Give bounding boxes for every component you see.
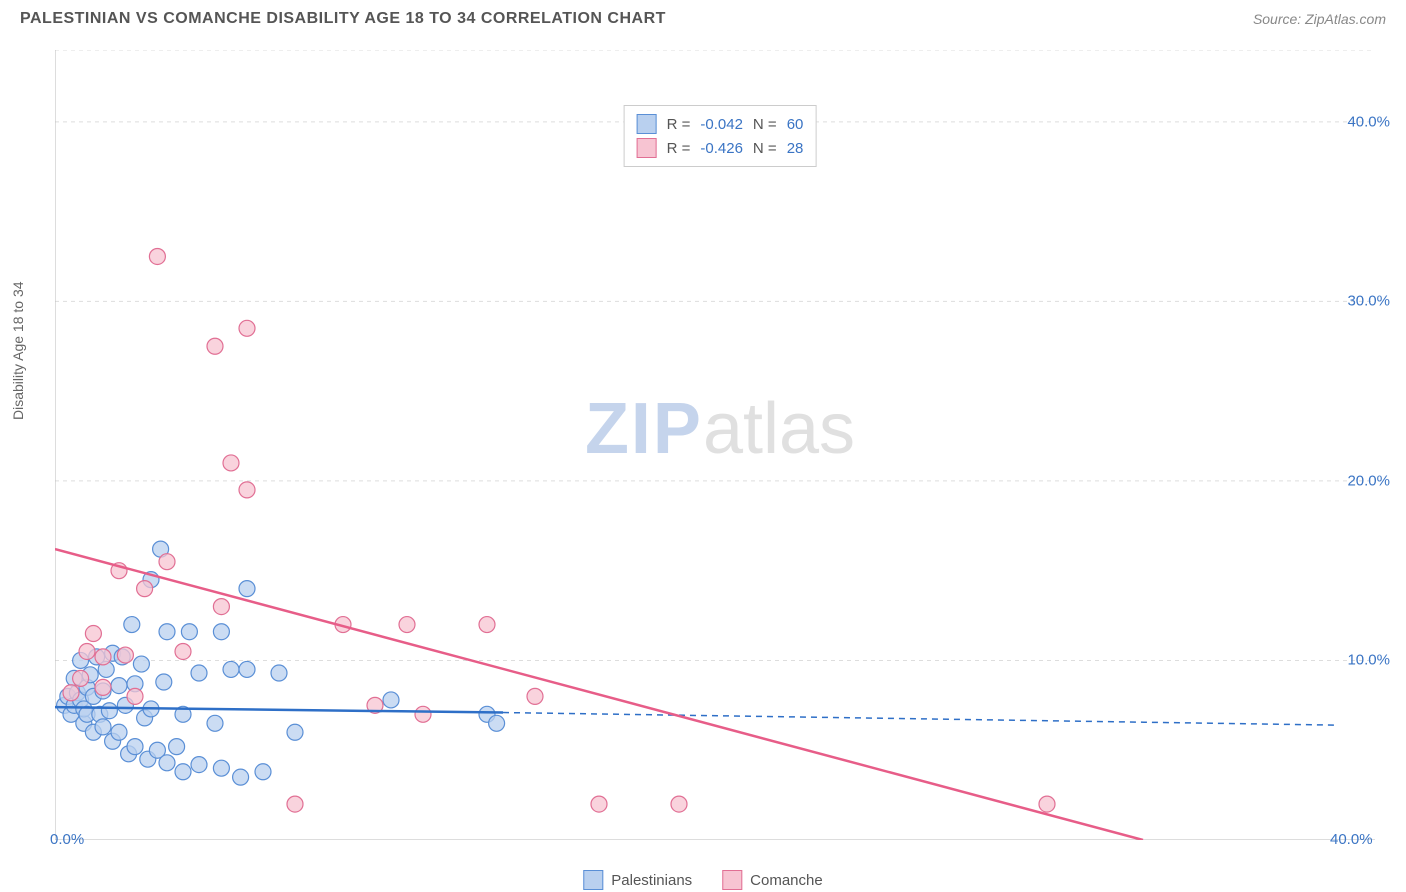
- y-tick: 40.0%: [1347, 113, 1390, 130]
- legend-stat-row: R =-0.426 N =28: [637, 136, 804, 160]
- legend-swatch-icon: [722, 870, 742, 890]
- y-tick: 30.0%: [1347, 293, 1390, 310]
- x-tick: 0.0%: [50, 831, 84, 848]
- legend-series-item: Comanche: [722, 870, 823, 890]
- legend-series-item: Palestinians: [583, 870, 692, 890]
- x-tick: 40.0%: [1330, 831, 1373, 848]
- source-label: Source: ZipAtlas.com: [1253, 11, 1386, 27]
- legend-swatch-icon: [583, 870, 603, 890]
- y-tick: 20.0%: [1347, 472, 1390, 489]
- legend-swatch-icon: [637, 138, 657, 158]
- header: PALESTINIAN VS COMANCHE DISABILITY AGE 1…: [0, 0, 1406, 28]
- y-axis-label: Disability Age 18 to 34: [10, 281, 26, 420]
- y-tick: 10.0%: [1347, 652, 1390, 669]
- legend-series: Palestinians Comanche: [583, 870, 822, 890]
- chart-title: PALESTINIAN VS COMANCHE DISABILITY AGE 1…: [20, 10, 666, 28]
- scatter-chart: [55, 50, 1385, 840]
- legend-swatch-icon: [637, 114, 657, 134]
- legend-stat-row: R =-0.042 N =60: [637, 112, 804, 136]
- legend-stats: R =-0.042 N =60 R =-0.426 N =28: [624, 105, 817, 167]
- chart-area: ZIPatlas R =-0.042 N =60 R =-0.426 N =28…: [55, 50, 1385, 840]
